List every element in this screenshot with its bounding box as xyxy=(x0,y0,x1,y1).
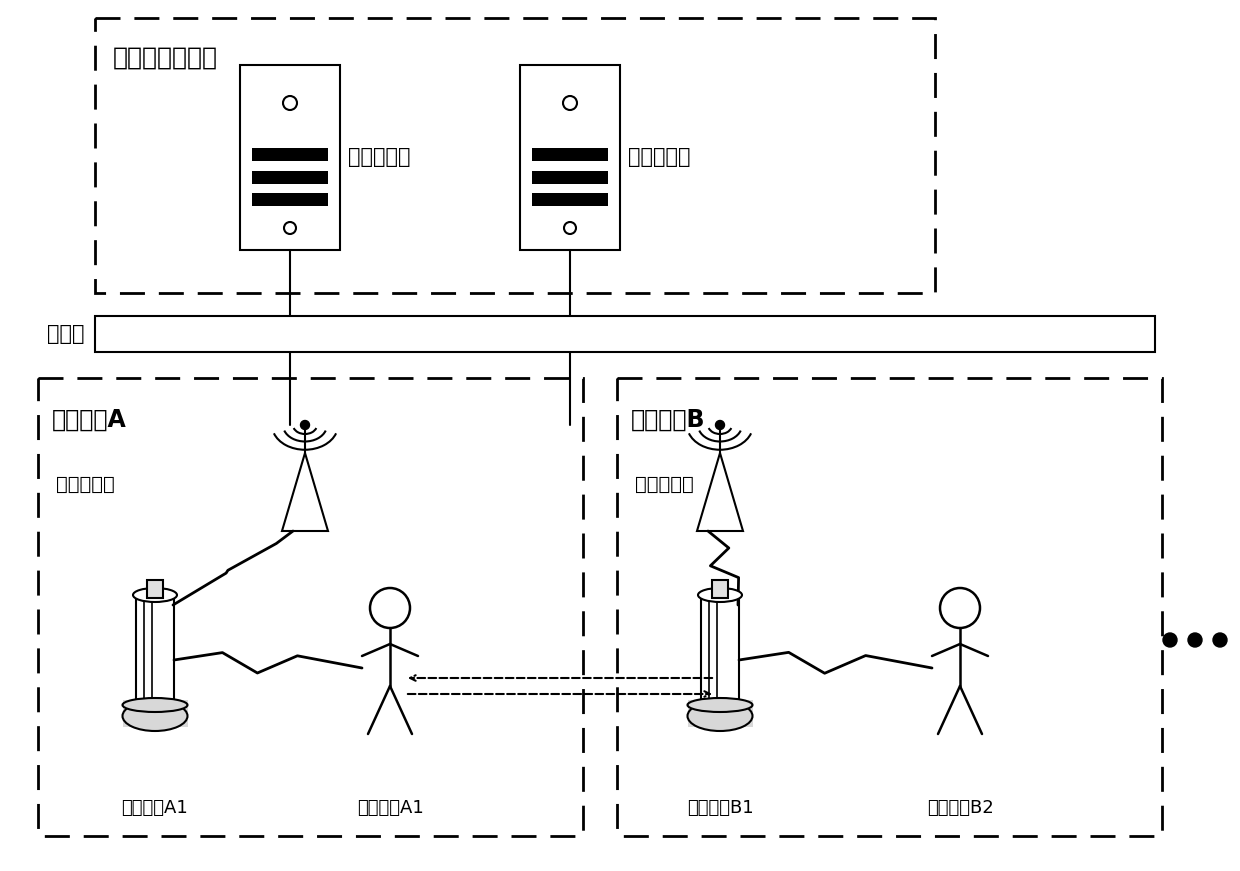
Bar xyxy=(252,193,329,206)
Circle shape xyxy=(1188,633,1202,647)
Text: 车主用户A: 车主用户A xyxy=(52,408,126,432)
Ellipse shape xyxy=(123,698,187,712)
Circle shape xyxy=(300,421,310,429)
Bar xyxy=(712,580,728,598)
Bar xyxy=(136,595,174,705)
Bar xyxy=(252,148,329,161)
Polygon shape xyxy=(281,453,329,531)
Circle shape xyxy=(1163,633,1177,647)
Bar xyxy=(241,65,340,250)
Text: 应用服务器: 应用服务器 xyxy=(348,147,410,167)
Bar xyxy=(701,595,739,705)
Bar xyxy=(148,580,162,598)
Bar xyxy=(95,18,935,293)
Text: 以太网: 以太网 xyxy=(47,324,86,344)
Ellipse shape xyxy=(698,588,742,602)
Bar xyxy=(687,700,753,727)
Ellipse shape xyxy=(687,698,753,712)
Text: 数据采集器: 数据采集器 xyxy=(56,475,115,494)
Text: 车主用户A1: 车主用户A1 xyxy=(357,799,423,817)
Ellipse shape xyxy=(133,588,177,602)
Text: 车主用户B: 车主用户B xyxy=(631,408,706,432)
Ellipse shape xyxy=(687,701,753,731)
Polygon shape xyxy=(697,453,743,531)
Bar xyxy=(532,171,608,184)
Text: 车主用户B2: 车主用户B2 xyxy=(926,799,993,817)
Bar xyxy=(95,316,1154,352)
Text: 电度币交换系统: 电度币交换系统 xyxy=(113,46,218,70)
Bar xyxy=(520,65,620,250)
Text: 充电设施B1: 充电设施B1 xyxy=(687,799,754,817)
Bar xyxy=(618,378,1162,836)
Bar xyxy=(532,148,608,161)
Bar xyxy=(123,700,187,727)
Text: 充电设施A1: 充电设施A1 xyxy=(122,799,188,817)
Ellipse shape xyxy=(123,701,187,731)
Bar xyxy=(38,378,583,836)
Bar xyxy=(252,171,329,184)
Circle shape xyxy=(1213,633,1228,647)
Text: 数据采集器: 数据采集器 xyxy=(635,475,693,494)
Text: 数据服务器: 数据服务器 xyxy=(627,147,691,167)
Circle shape xyxy=(715,421,724,429)
Bar xyxy=(532,193,608,206)
